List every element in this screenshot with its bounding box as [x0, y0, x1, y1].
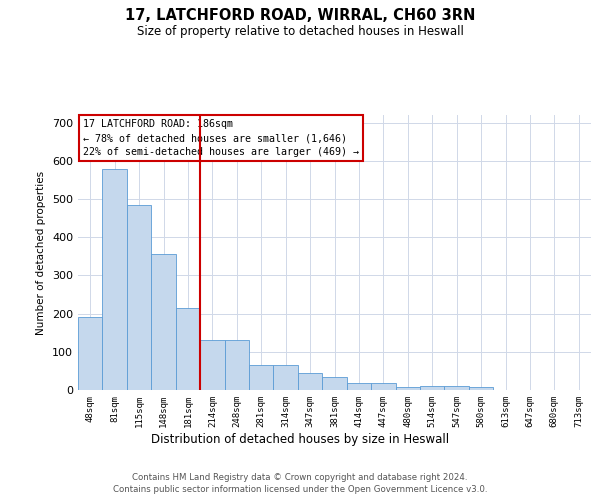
Text: Contains public sector information licensed under the Open Government Licence v3: Contains public sector information licen…: [113, 485, 487, 494]
Text: 17, LATCHFORD ROAD, WIRRAL, CH60 3RN: 17, LATCHFORD ROAD, WIRRAL, CH60 3RN: [125, 8, 475, 22]
Bar: [420, 386, 445, 390]
Bar: [224, 340, 249, 390]
Text: 17 LATCHFORD ROAD: 186sqm
← 78% of detached houses are smaller (1,646)
22% of se: 17 LATCHFORD ROAD: 186sqm ← 78% of detac…: [83, 119, 359, 157]
Bar: [249, 365, 274, 390]
Bar: [469, 388, 493, 390]
Bar: [347, 383, 371, 390]
Bar: [103, 169, 127, 390]
Y-axis label: Number of detached properties: Number of detached properties: [37, 170, 46, 334]
Bar: [371, 383, 395, 390]
Bar: [78, 316, 103, 390]
Bar: [151, 254, 176, 390]
Bar: [445, 386, 469, 390]
Bar: [127, 205, 151, 390]
Bar: [176, 308, 200, 390]
Text: Size of property relative to detached houses in Heswall: Size of property relative to detached ho…: [137, 25, 463, 38]
Bar: [200, 340, 224, 390]
Bar: [274, 365, 298, 390]
Bar: [395, 387, 420, 390]
Bar: [298, 373, 322, 390]
Text: Contains HM Land Registry data © Crown copyright and database right 2024.: Contains HM Land Registry data © Crown c…: [132, 472, 468, 482]
Bar: [322, 376, 347, 390]
Text: Distribution of detached houses by size in Heswall: Distribution of detached houses by size …: [151, 432, 449, 446]
